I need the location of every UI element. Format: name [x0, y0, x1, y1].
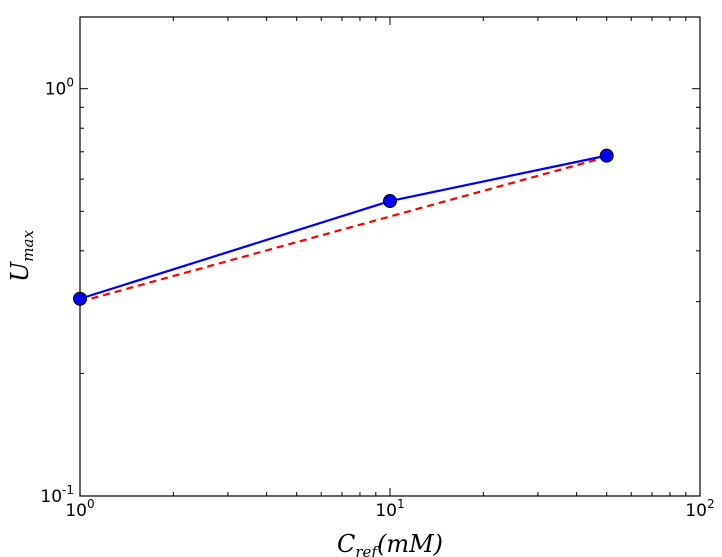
y-tick-label: 10-1	[40, 483, 74, 507]
data-point	[383, 194, 397, 209]
x-axis-label: Cref(mM)	[337, 530, 443, 557]
x-tick-label: 100	[65, 497, 94, 521]
x-tick-label: 102	[685, 497, 714, 521]
series-layer	[73, 148, 614, 306]
y-tick-label: 100	[45, 76, 74, 100]
data-point	[73, 291, 87, 306]
data-point	[599, 148, 614, 163]
x-tick-label: 101	[375, 497, 404, 521]
plot-frame	[79, 16, 701, 497]
minor-ticks	[80, 17, 700, 496]
y-axis-label: Umax	[6, 230, 37, 282]
major-ticks	[79, 17, 701, 497]
